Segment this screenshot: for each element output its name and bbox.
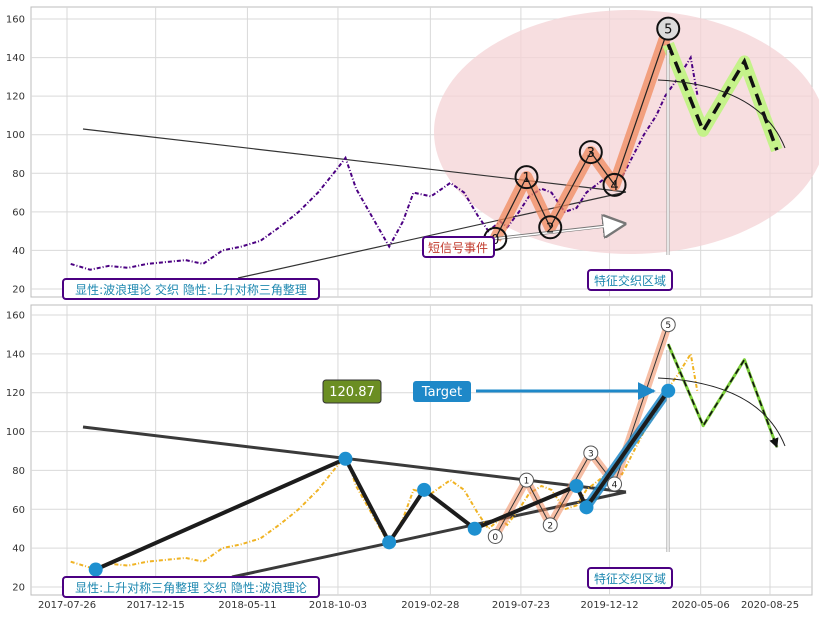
wave-point-circle (602, 172, 627, 197)
wave-point-label: 3 (587, 146, 595, 161)
triangle-point-marker (467, 521, 482, 536)
wave-label-text: 3 (588, 449, 594, 459)
wave-point-circle (578, 140, 603, 165)
x-tick-label: 2020-05-06 (672, 600, 730, 611)
value-box (322, 379, 382, 404)
x-tick-label: 2017-07-26 (38, 600, 96, 611)
wave-label-circle (519, 472, 535, 488)
wave-label-circle (607, 476, 623, 492)
triangle-upper-line (82, 128, 627, 193)
y-tick-label: 160 (6, 15, 25, 26)
x-tick-label: 2017-12-15 (127, 600, 185, 611)
wave-label-circle (660, 317, 676, 333)
zone-label-box-bottom (587, 567, 673, 589)
top-y-ticks: 20 40 60 80 100 120 140 160 (6, 15, 25, 296)
x-tick-label: 2019-02-28 (401, 600, 459, 611)
y-tick-label: 60 (12, 207, 25, 218)
zone-label-top: 特征交织区域 (594, 273, 666, 288)
projection-line (667, 343, 779, 448)
projection-arc-bottom (657, 377, 786, 447)
y-tick-label: 40 (12, 246, 25, 257)
wave-labels-bottom: 0 1 2 3 4 5 (487, 317, 676, 544)
triangle-point-marker (338, 451, 353, 466)
pattern-label-box-top (62, 278, 320, 300)
triangle-point-marker (661, 383, 676, 398)
wave-label-text: 2 (547, 521, 553, 531)
bottom-y-ticks: 20 40 60 80 100 120 140 160 (6, 311, 25, 594)
y-tick-label: 100 (6, 427, 25, 438)
projection-line (666, 43, 779, 151)
y-tick-label: 20 (12, 583, 25, 594)
wave-point-circle (514, 165, 539, 190)
x-tick-label: 2019-07-23 (492, 600, 550, 611)
y-tick-label: 60 (12, 505, 25, 516)
wave-point-circle (538, 215, 563, 240)
bottom-plot-area (30, 304, 813, 596)
bottom-x-ticks: 2017-07-26 2017-12-15 2018-05-11 2018-10-03… (38, 600, 799, 611)
y-tick-label: 160 (6, 311, 25, 322)
top-panel: 20 40 60 80 100 120 140 160 0 1 2 3 4 5 短信号事件 特征交织区域… (6, 6, 819, 300)
wave-point-label: 1 (522, 171, 530, 186)
wave-label-circle (487, 528, 503, 544)
y-tick-label: 120 (6, 388, 25, 399)
y-tick-label: 80 (12, 466, 25, 477)
triangle-point-marker (417, 482, 432, 497)
wave-label-text: 5 (665, 321, 671, 331)
triangle-upper-line-bold (82, 425, 627, 494)
wave-point-label: 0 (491, 233, 499, 248)
x-tick-label: 2018-10-03 (309, 600, 367, 611)
signal-label: 短信号事件 (428, 241, 488, 255)
triangle-point-marker (88, 562, 103, 577)
wave-point-label: 5 (664, 23, 672, 38)
y-tick-label: 120 (6, 92, 25, 103)
y-tick-label: 100 (6, 130, 25, 141)
triangle-point-marker (382, 535, 397, 550)
zone-label-bottom: 特征交织区域 (594, 571, 666, 586)
wave-label-text: 4 (612, 481, 618, 491)
y-tick-label: 80 (12, 169, 25, 180)
target-label: Target (421, 385, 462, 400)
x-tick-label: 2020-08-25 (741, 600, 799, 611)
target-box (413, 381, 471, 402)
wave-label-circle (542, 517, 558, 533)
wave-label-circle (583, 445, 599, 461)
y-tick-label: 40 (12, 544, 25, 555)
zone-label-box-top (587, 269, 673, 291)
y-tick-label: 20 (12, 285, 25, 296)
wave-label-text: 0 (492, 533, 498, 543)
pattern-label-top: 显性:波浪理论 交织 隐性:上升对称三角整理 (75, 282, 307, 297)
signal-label-box (422, 236, 495, 258)
wave-points: 0 1 2 3 4 5 (483, 16, 681, 251)
signal-arrow-inner (491, 224, 619, 240)
triangle-markers (88, 383, 676, 577)
x-tick-label: 2019-12-12 (580, 600, 638, 611)
wave-projection (662, 41, 783, 153)
wave-projection-bottom (666, 343, 779, 448)
x-tick-label: 2018-05-11 (218, 600, 276, 611)
wave-point-label: 2 (546, 221, 554, 236)
triangle-point-marker (569, 478, 584, 493)
pattern-label-bottom: 显性:上升对称三角整理 交织 隐性:波浪理论 (75, 580, 307, 595)
wave-point-label: 4 (610, 179, 618, 194)
pattern-label-box-bottom (62, 576, 320, 598)
wave-label-text: 1 (524, 477, 530, 487)
triangle-point-marker (579, 500, 594, 515)
wave-point-circle (656, 16, 681, 41)
projection-arc-top (657, 79, 786, 149)
y-tick-label: 140 (6, 349, 25, 360)
y-tick-label: 140 (6, 53, 25, 64)
value-label: 120.87 (329, 385, 375, 400)
